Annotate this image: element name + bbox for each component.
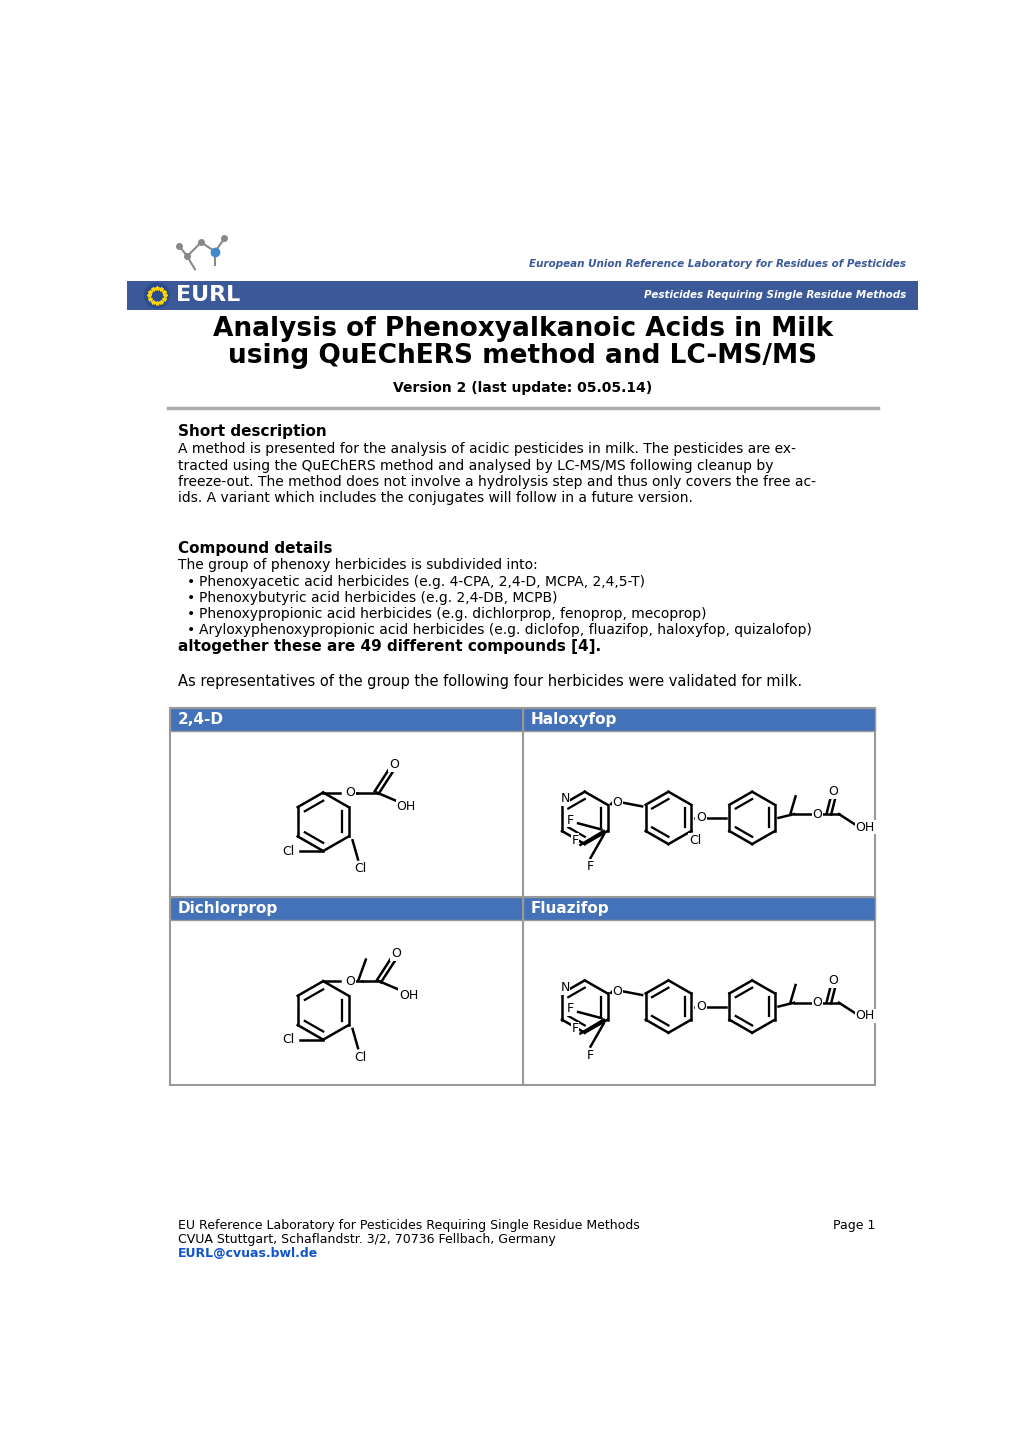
Text: freeze-out. The method does not involve a hydrolysis step and thus only covers t: freeze-out. The method does not involve … xyxy=(177,474,815,489)
Text: Cl: Cl xyxy=(354,862,366,875)
Text: Page 1: Page 1 xyxy=(833,1218,874,1231)
Text: Aryloxyphenoxypropionic acid herbicides (e.g. diclofop, fluazifop, haloxyfop, qu: Aryloxyphenoxypropionic acid herbicides … xyxy=(199,623,811,637)
Text: OH: OH xyxy=(398,989,418,1002)
Text: using QuEChERS method and LC-MS/MS: using QuEChERS method and LC-MS/MS xyxy=(228,343,816,369)
Bar xyxy=(170,708,522,731)
Text: Pesticides Requiring Single Residue Methods: Pesticides Requiring Single Residue Meth… xyxy=(643,290,906,300)
Text: Phenoxybutyric acid herbicides (e.g. 2,4-DB, MCPB): Phenoxybutyric acid herbicides (e.g. 2,4… xyxy=(199,591,556,606)
Text: O: O xyxy=(388,758,398,771)
Bar xyxy=(170,897,522,920)
Text: OH: OH xyxy=(396,800,416,813)
Text: F: F xyxy=(567,1002,574,1015)
Text: O: O xyxy=(611,985,622,998)
Text: Short description: Short description xyxy=(177,424,326,438)
Text: EURL: EURL xyxy=(175,286,239,306)
Circle shape xyxy=(145,283,169,307)
Text: Cl: Cl xyxy=(282,1032,294,1047)
Text: Version 2 (last update: 05.05.14): Version 2 (last update: 05.05.14) xyxy=(392,381,652,395)
Text: The group of phenoxy herbicides is subdivided into:: The group of phenoxy herbicides is subdi… xyxy=(177,558,537,572)
Text: European Union Reference Laboratory for Residues of Pesticides: European Union Reference Laboratory for … xyxy=(529,260,906,270)
Text: Cl: Cl xyxy=(282,845,294,858)
Text: Cl: Cl xyxy=(689,833,701,846)
Text: Compound details: Compound details xyxy=(177,542,332,557)
Bar xyxy=(170,708,874,1086)
Text: •: • xyxy=(186,623,195,637)
Text: Analysis of Phenoxyalkanoic Acids in Milk: Analysis of Phenoxyalkanoic Acids in Mil… xyxy=(213,316,832,342)
Text: O: O xyxy=(695,812,705,825)
Text: F: F xyxy=(571,1022,578,1035)
Text: O: O xyxy=(611,796,622,809)
Text: EU Reference Laboratory for Pesticides Requiring Single Residue Methods: EU Reference Laboratory for Pesticides R… xyxy=(177,1218,639,1231)
Text: O: O xyxy=(827,786,837,799)
Text: ids. A variant which includes the conjugates will follow in a future version.: ids. A variant which includes the conjug… xyxy=(177,490,692,505)
Text: O: O xyxy=(811,808,821,820)
Text: As representatives of the group the following four herbicides were validated for: As representatives of the group the foll… xyxy=(177,673,801,689)
Text: F: F xyxy=(586,859,593,872)
Text: O: O xyxy=(344,786,355,799)
Text: 2,4-D: 2,4-D xyxy=(177,712,223,727)
Text: F: F xyxy=(567,813,574,826)
Text: OH: OH xyxy=(855,1009,874,1022)
Bar xyxy=(522,708,874,731)
Text: altogether these are 49 different compounds [4].: altogether these are 49 different compou… xyxy=(177,639,600,653)
Text: Fluazifop: Fluazifop xyxy=(530,901,608,916)
Text: •: • xyxy=(186,575,195,588)
Text: A method is presented for the analysis of acidic pesticides in milk. The pestici: A method is presented for the analysis o… xyxy=(177,443,795,457)
Text: •: • xyxy=(186,591,195,606)
Text: Phenoxypropionic acid herbicides (e.g. dichlorprop, fenoprop, mecoprop): Phenoxypropionic acid herbicides (e.g. d… xyxy=(199,607,705,622)
Text: CVUA Stuttgart, Schaflandstr. 3/2, 70736 Fellbach, Germany: CVUA Stuttgart, Schaflandstr. 3/2, 70736… xyxy=(177,1233,555,1246)
Text: N: N xyxy=(559,981,570,994)
Text: O: O xyxy=(390,947,400,960)
Text: Phenoxyacetic acid herbicides (e.g. 4-CPA, 2,4-D, MCPA, 2,4,5-T): Phenoxyacetic acid herbicides (e.g. 4-CP… xyxy=(199,575,644,588)
Text: •: • xyxy=(186,607,195,622)
Bar xyxy=(522,897,874,920)
Text: O: O xyxy=(695,1001,705,1014)
Text: Cl: Cl xyxy=(354,1051,366,1064)
Text: Dichlorprop: Dichlorprop xyxy=(177,901,278,916)
Text: F: F xyxy=(586,1048,593,1061)
Text: O: O xyxy=(344,975,355,988)
Text: F: F xyxy=(571,833,578,846)
Text: tracted using the QuEChERS method and analysed by LC-MS/MS following cleanup by: tracted using the QuEChERS method and an… xyxy=(177,459,772,473)
Text: O: O xyxy=(827,973,837,986)
Bar xyxy=(127,281,917,310)
Text: O: O xyxy=(811,996,821,1009)
Text: OH: OH xyxy=(855,820,874,833)
Text: Haloxyfop: Haloxyfop xyxy=(530,712,616,727)
Text: N: N xyxy=(559,792,570,805)
Text: EURL@cvuas.bwl.de: EURL@cvuas.bwl.de xyxy=(177,1246,318,1259)
